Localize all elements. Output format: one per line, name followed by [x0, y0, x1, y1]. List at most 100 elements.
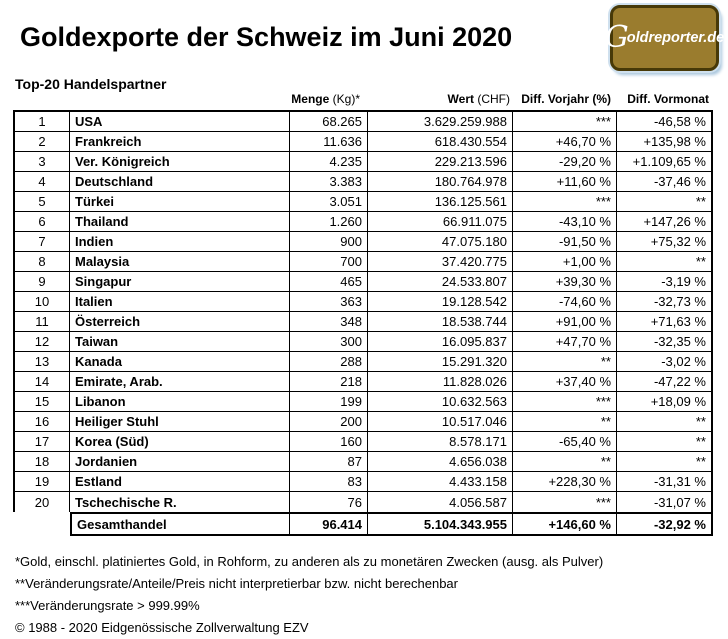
country-cell: Tschechische R. [70, 492, 290, 512]
vormonat-cell: +75,32 % [650, 234, 706, 249]
total-row-spacer [13, 512, 70, 536]
vorjahr-cell: *** [513, 192, 617, 211]
menge-cell: 4.235 [290, 152, 368, 171]
table-row: 6 Thailand 1.260 66.911.075 -43,10 % +147,26 … [15, 212, 711, 232]
wert-cell: 4.056.587 [368, 492, 513, 512]
table-row: 12 Taiwan 300 16.095.837 +47,70 % -32,35 % [15, 332, 711, 352]
vorjahr-cell: +11,60 % [513, 172, 617, 191]
footnote: ***Veränderungsrate > 999.99% [15, 598, 200, 613]
wert-cell: 136.125.561 [368, 192, 513, 211]
menge-cell: 68.265 [290, 112, 368, 131]
vorjahr-cell: ** [513, 452, 617, 471]
country-cell: Türkei [70, 192, 290, 211]
vormonat-cell: +1.109,65 % [632, 154, 706, 169]
vormonat-cell: +18,09 % [650, 394, 706, 409]
vormonat-cell: -31,31 % [653, 474, 706, 489]
total-row-box: Gesamthandel 96.414 5.104.343.955 +146,6… [70, 512, 713, 536]
column-header-vorjahr: Diff. Vorjahr (%) [521, 92, 611, 106]
table-row: 17 Korea (Süd) 160 8.578.171 -65,40 % ** [15, 432, 711, 452]
vormonat-cell: -32,35 % [653, 334, 706, 349]
vorjahr-cell: -74,60 % [513, 292, 617, 311]
vorjahr-cell: *** [513, 392, 617, 411]
wert-cell: 37.420.775 [368, 252, 513, 271]
vormonat-cell: -32,73 % [653, 294, 706, 309]
table-row: 3 Ver. Königreich 4.235 229.213.596 -29,20 %… [15, 152, 711, 172]
menge-cell: 87 [290, 452, 368, 471]
rank-cell: 7 [15, 232, 70, 251]
footnote: © 1988 - 2020 Eidgenössische Zollverwalt… [15, 620, 309, 635]
table-row: 4 Deutschland 3.383 180.764.978 +11,60 % -37,… [15, 172, 711, 192]
rank-cell: 5 [15, 192, 70, 211]
table-row: 14 Emirate, Arab. 218 11.828.026 +37,40 % -47… [15, 372, 711, 392]
menge-cell: 348 [290, 312, 368, 331]
wert-cell: 618.430.554 [368, 132, 513, 151]
menge-cell: 900 [290, 232, 368, 251]
vorjahr-cell: +39,30 % [513, 272, 617, 291]
vormonat-cell: -47,22 % [653, 374, 706, 389]
table-row: 9 Singapur 465 24.533.807 +39,30 % -3,19 % [15, 272, 711, 292]
vormonat-cell: -3,19 % [661, 274, 706, 289]
rank-cell: 19 [15, 472, 70, 491]
wert-cell: 16.095.837 [368, 332, 513, 351]
rank-cell: 6 [15, 212, 70, 231]
footnotes: *Gold, einschl. platiniertes Gold, in Ro… [15, 551, 603, 639]
total-vorjahr-cell: +146,60 % [513, 514, 617, 534]
page-title: Goldexporte der Schweiz im Juni 2020 [20, 22, 513, 52]
country-cell: Heiliger Stuhl [70, 412, 290, 431]
wert-cell: 24.533.807 [368, 272, 513, 291]
country-cell: Korea (Süd) [70, 432, 290, 451]
vormonat-cell: +147,26 % [643, 214, 706, 229]
footnote: **Veränderungsrate/Anteile/Preis nicht i… [15, 576, 458, 591]
table-row: 10 Italien 363 19.128.542 -74,60 % -32,73 % [15, 292, 711, 312]
vorjahr-cell: -65,40 % [513, 432, 617, 451]
rank-cell: 16 [15, 412, 70, 431]
rank-cell: 11 [15, 312, 70, 331]
column-header-wert: Wert (CHF) [368, 92, 513, 106]
menge-cell: 288 [290, 352, 368, 371]
menge-cell: 3.051 [290, 192, 368, 211]
vormonat-cell: +71,63 % [650, 314, 706, 329]
rank-cell: 1 [15, 112, 70, 131]
table-row: 16 Heiliger Stuhl 200 10.517.046 ** ** [15, 412, 711, 432]
vormonat-cell: +135,98 % [643, 134, 706, 149]
country-cell: Frankreich [70, 132, 290, 151]
wert-cell: 15.291.320 [368, 352, 513, 371]
rank-cell: 20 [15, 492, 70, 512]
table-body: 1 USA 68.265 3.629.259.988 *** -46,58 % 2 Frank… [13, 110, 713, 512]
country-cell: Estland [70, 472, 290, 491]
vorjahr-cell: ** [513, 412, 617, 431]
column-header-wert-unit: (CHF) [474, 92, 510, 106]
vormonat-cell: -46,58 % [653, 114, 706, 129]
vormonat-cell: ** [695, 194, 706, 209]
country-cell: Indien [70, 232, 290, 251]
table-row: 1 USA 68.265 3.629.259.988 *** -46,58 % [15, 112, 711, 132]
table-row: 2 Frankreich 11.636 618.430.554 +46,70 % +135… [15, 132, 711, 152]
vormonat-cell: ** [695, 414, 706, 429]
vorjahr-cell: +228,30 % [513, 472, 617, 491]
vormonat-cell: -31,07 % [653, 494, 706, 510]
table-column-headers: Menge (Kg)* Wert (CHF) Diff. Vorjahr (%)… [15, 92, 711, 106]
country-cell: Malaysia [70, 252, 290, 271]
vorjahr-cell: -91,50 % [513, 232, 617, 251]
vorjahr-cell: *** [513, 492, 617, 512]
menge-cell: 300 [290, 332, 368, 351]
footnote: *Gold, einschl. platiniertes Gold, in Ro… [15, 554, 604, 569]
menge-cell: 700 [290, 252, 368, 271]
menge-cell: 1.260 [290, 212, 368, 231]
table-row: 8 Malaysia 700 37.420.775 +1,00 % ** [15, 252, 711, 272]
country-cell: Libanon [70, 392, 290, 411]
logo-letter-g: G [604, 20, 629, 55]
vormonat-cell: -3,02 % [661, 354, 706, 369]
menge-cell: 199 [290, 392, 368, 411]
country-cell: Deutschland [70, 172, 290, 191]
rank-cell: 2 [15, 132, 70, 151]
rank-cell: 14 [15, 372, 70, 391]
table-row: 13 Kanada 288 15.291.320 ** -3,02 % [15, 352, 711, 372]
column-header-menge: Menge (Kg)* [290, 92, 368, 106]
country-cell: Emirate, Arab. [70, 372, 290, 391]
wert-cell: 3.629.259.988 [368, 112, 513, 131]
rank-cell: 9 [15, 272, 70, 291]
rank-cell: 3 [15, 152, 70, 171]
